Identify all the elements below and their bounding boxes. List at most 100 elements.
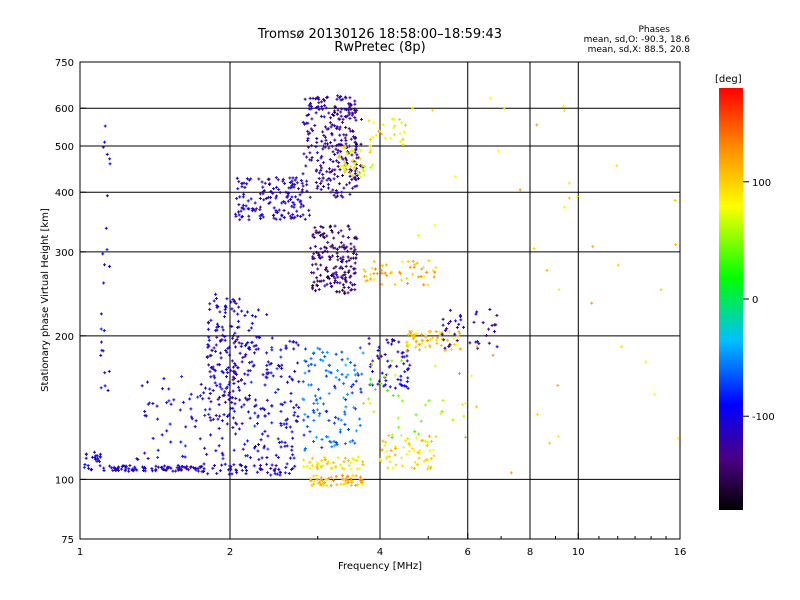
scatter-point — [325, 282, 329, 286]
scatter-point — [263, 383, 267, 387]
scatter-point — [461, 403, 465, 407]
scatter-point — [263, 429, 267, 433]
scatter-point — [567, 181, 571, 185]
scatter-point — [556, 383, 560, 387]
scatter-point — [346, 373, 350, 377]
scatter-point — [331, 150, 335, 154]
scatter-point — [227, 468, 231, 472]
scatter-point — [354, 474, 358, 478]
scatter-point — [218, 385, 222, 389]
scatter-point — [233, 331, 237, 335]
scatter-point — [206, 320, 210, 324]
scatter-point — [397, 425, 401, 429]
scatter-point — [93, 456, 97, 460]
scatter-point — [379, 459, 383, 463]
scatter-point — [221, 453, 225, 457]
scatter-point — [156, 448, 160, 452]
scatter-point — [326, 182, 330, 186]
scatter-point — [207, 412, 211, 416]
scatter-point — [354, 177, 358, 181]
scatter-point — [288, 339, 292, 343]
scatter-point — [274, 210, 278, 214]
scatter-point — [102, 329, 106, 333]
scatter-point — [324, 266, 328, 270]
scatter-point — [354, 144, 358, 148]
scatter-point — [301, 213, 305, 217]
scatter-point — [217, 395, 221, 399]
scatter-point — [330, 243, 334, 247]
scatter-point — [394, 446, 398, 450]
scatter-point — [194, 466, 198, 470]
scatter-point — [342, 460, 346, 464]
scatter-point — [362, 268, 366, 272]
scatter-point — [327, 146, 331, 150]
scatter-point — [327, 363, 331, 367]
scatter-point — [388, 460, 392, 464]
scatter-point — [332, 236, 336, 240]
scatter-point — [335, 112, 339, 116]
scatter-point — [331, 246, 335, 250]
scatter-point — [346, 152, 350, 156]
scatter-point — [280, 440, 284, 444]
scatter-point — [237, 341, 241, 345]
scatter-point — [326, 275, 330, 279]
scatter-point — [224, 375, 228, 379]
scatter-point — [221, 394, 225, 398]
scatter-point — [184, 466, 188, 470]
scatter-point — [147, 401, 151, 405]
scatter-point — [283, 471, 287, 475]
scatter-point — [338, 168, 342, 172]
scatter-point — [351, 439, 355, 443]
scatter-point — [334, 189, 338, 193]
scatter-point — [361, 351, 365, 355]
scatter-point — [100, 340, 104, 344]
scatter-point — [215, 335, 219, 339]
scatter-point — [266, 195, 270, 199]
scatter-point — [345, 158, 349, 162]
scatter-point — [330, 230, 334, 234]
scatter-point — [410, 106, 414, 110]
scatter-point — [290, 204, 294, 208]
scatter-point — [258, 192, 262, 196]
scatter-point — [289, 391, 293, 395]
scatter-point — [151, 401, 155, 405]
scatter-point — [294, 403, 298, 407]
scatter-point — [267, 412, 271, 416]
scatter-point — [343, 166, 347, 170]
scatter-point — [333, 444, 337, 448]
scatter-point — [264, 375, 268, 379]
scatter-point — [346, 270, 350, 274]
scatter-point — [189, 392, 193, 396]
scatter-point — [292, 203, 296, 207]
scatter-point — [329, 116, 333, 120]
scatter-point — [397, 340, 401, 344]
scatter-point — [346, 392, 350, 396]
scatter-point — [292, 205, 296, 209]
scatter-point — [303, 359, 307, 363]
scatter-point — [222, 413, 226, 417]
scatter-point — [119, 467, 123, 471]
scatter-point — [377, 379, 381, 383]
scatter-point — [179, 468, 183, 472]
scatter-point — [164, 468, 168, 472]
scatter-point — [241, 356, 245, 360]
scatter-point — [236, 312, 240, 316]
chart-title: Tromsø 20130126 18:58:00–18:59:43 — [257, 27, 503, 42]
scatter-point — [256, 347, 260, 351]
scatter-point — [361, 460, 365, 464]
scatter-point — [291, 453, 295, 457]
scatter-point — [211, 417, 215, 421]
scatter-point — [405, 452, 409, 456]
scatter-point — [353, 99, 357, 103]
scatter-point — [398, 140, 402, 144]
scatter-point — [409, 332, 413, 336]
scatter-point — [295, 181, 299, 185]
scatter-point — [211, 388, 215, 392]
scatter-point — [216, 417, 220, 421]
scatter-point — [305, 189, 309, 193]
y-tick-label: 200 — [55, 332, 74, 343]
scatter-point — [316, 159, 320, 163]
scatter-point — [218, 382, 222, 386]
scatter-point — [261, 189, 265, 193]
scatter-point — [209, 318, 213, 322]
